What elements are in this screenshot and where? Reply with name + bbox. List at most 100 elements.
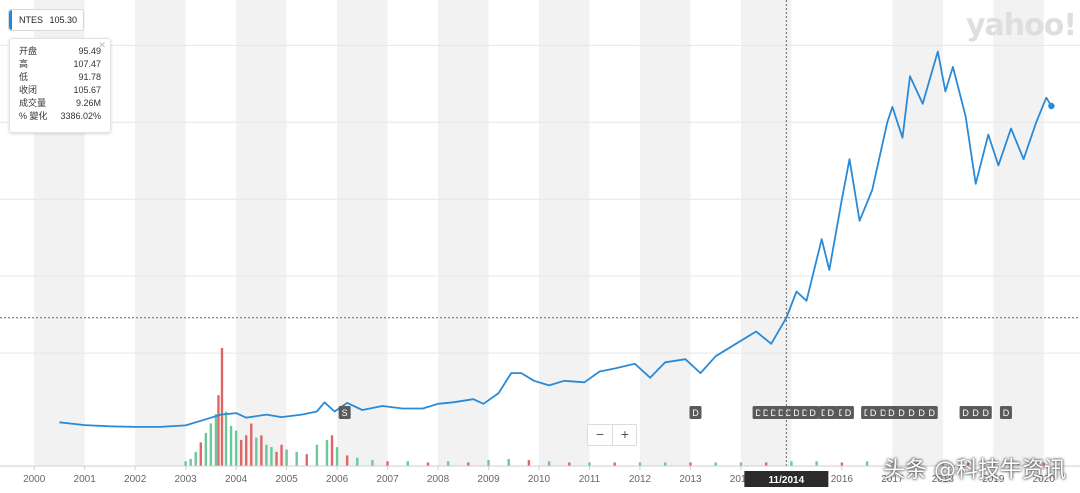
event-marker[interactable]: S (338, 406, 351, 419)
event-marker[interactable]: D (824, 406, 837, 419)
volume-bar (613, 462, 616, 466)
volume-bar (255, 437, 258, 466)
event-marker-label: D (898, 408, 905, 418)
event-marker-box (979, 406, 992, 419)
event-marker-label: D (918, 408, 925, 418)
volume-bar (467, 462, 470, 466)
event-marker[interactable]: D (959, 406, 972, 419)
event-marker[interactable]: D (925, 406, 938, 419)
event-marker[interactable]: D (905, 406, 918, 419)
volume-bar (1017, 462, 1020, 466)
volume-bar (371, 460, 374, 466)
volume-bar (865, 461, 869, 466)
zoom-in-button[interactable]: + (612, 425, 637, 445)
volume-bar (916, 462, 919, 466)
volume-bar (275, 451, 278, 466)
volume-bar (270, 447, 273, 466)
zoom-out-button[interactable]: − (595, 426, 605, 442)
ohlc-row-change: % 變化 3386.02% (19, 110, 101, 123)
event-marker[interactable]: D (806, 406, 819, 419)
ticker-pill[interactable]: NTES 105.30 (8, 9, 85, 31)
event-marker[interactable]: D (999, 406, 1012, 419)
x-tick-label: 2003 (175, 474, 198, 485)
event-marker-label: D (763, 408, 770, 418)
volume-bar (638, 462, 642, 466)
volume-bar (214, 414, 218, 466)
volume-bar (406, 461, 409, 466)
event-marker-label: D (983, 408, 990, 418)
volume-bar (714, 462, 717, 466)
volume-bar (840, 462, 844, 466)
volume-bar (285, 449, 288, 466)
volume-bar (487, 460, 490, 466)
ohlc-row-low: 低 91.78 (19, 71, 101, 84)
event-marker[interactable]: D (915, 406, 928, 419)
ohlc-row-open: 开盘 95.49 (19, 45, 101, 58)
event-marker-label: D (888, 408, 895, 418)
year-band (337, 0, 388, 466)
ohlc-value: 3386.02% (60, 111, 101, 121)
event-marker-label: D (778, 408, 785, 418)
volume-bar (764, 462, 768, 466)
volume-bar (209, 423, 213, 466)
close-icon[interactable]: ✕ (98, 40, 106, 50)
ohlc-label: 低 (19, 72, 29, 82)
ohlc-label: 收闭 (19, 85, 38, 95)
x-tick-label: 2007 (376, 474, 399, 485)
volume-bar (250, 423, 253, 466)
zoom-control: − + (587, 424, 637, 446)
volume-bar (229, 425, 233, 466)
volume-bar (446, 461, 450, 466)
volume-bar (345, 455, 349, 466)
volume-bar (386, 461, 389, 466)
volume-bar (184, 461, 187, 466)
volume-bar (547, 461, 551, 466)
volume-bar (199, 442, 202, 466)
event-marker[interactable]: D (867, 406, 880, 419)
event-marker-box (689, 406, 702, 419)
event-marker[interactable]: D (969, 406, 982, 419)
year-band (740, 0, 792, 466)
event-marker-label: D (821, 408, 828, 418)
event-marker[interactable]: D (979, 406, 992, 419)
event-marker[interactable]: D (689, 406, 702, 419)
event-marker[interactable]: D (841, 406, 854, 419)
last-price-point (1048, 102, 1055, 110)
volume-bar (194, 451, 197, 466)
ohlc-value: 95.49 (78, 46, 101, 56)
event-marker-label: D (870, 408, 877, 418)
crosshair-date-text: 11/2014 (769, 475, 805, 486)
ohlc-label: % 變化 (19, 111, 48, 121)
event-marker-label: D (972, 408, 979, 418)
volume-bar (992, 462, 995, 466)
ohlc-value: 91.78 (78, 72, 101, 82)
x-tick-label: 2006 (326, 474, 349, 485)
volume-bar (325, 440, 329, 466)
ohlc-label: 高 (19, 59, 29, 69)
volume-bar (815, 461, 818, 466)
x-tick-label: 2011 (579, 474, 601, 485)
event-marker-label: D (786, 408, 793, 418)
year-band (438, 0, 489, 466)
ohlc-value: 107.47 (73, 59, 101, 69)
watermark: 头条 @科技牛资讯 (883, 458, 1066, 483)
crosshair (0, 0, 1080, 466)
volume-bar (217, 395, 220, 466)
volume-bar (356, 457, 359, 466)
event-marker[interactable]: D (895, 406, 908, 419)
volume-bar (941, 462, 945, 466)
event-marker[interactable]: D (885, 406, 898, 419)
volume-bar (507, 458, 510, 466)
event-marker-box (969, 406, 982, 419)
event-marker-label: D (692, 408, 699, 418)
yahoo-logo: yahoo! (965, 8, 1077, 43)
volume-bar (305, 454, 308, 466)
event-marker-box (999, 406, 1012, 419)
ohlc-row-close: 收闭 105.67 (19, 84, 101, 97)
volume-bar (588, 462, 591, 466)
event-marker-label: D (845, 408, 852, 418)
ticker-symbol: NTES (19, 15, 44, 25)
event-marker-box (806, 406, 819, 419)
